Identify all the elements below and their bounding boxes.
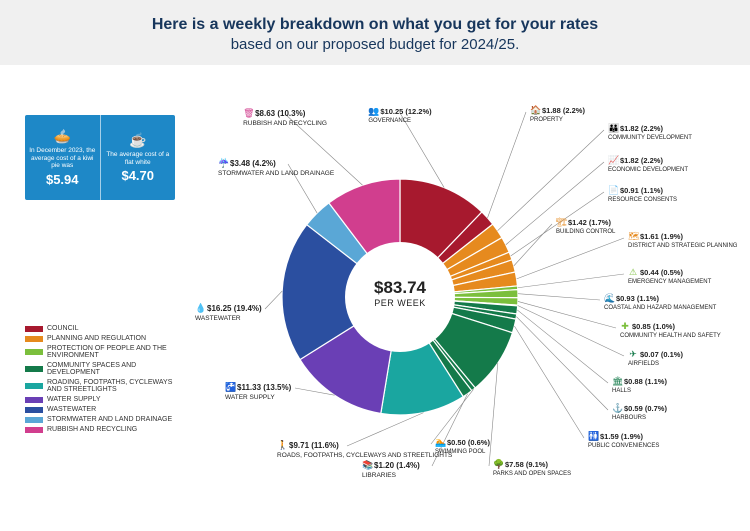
slice-label: ✚$0.85 (1.0%)COMMUNITY HEALTH AND SAFETY <box>620 322 721 340</box>
slice-icon: 🏠 <box>530 106 540 116</box>
slice-label: 📄$0.91 (1.1%)RESOURCE CONSENTS <box>608 186 677 204</box>
legend-item: COUNCIL <box>25 325 177 332</box>
legend-label: COUNCIL <box>47 325 79 332</box>
legend-item: PLANNING AND REGULATION <box>25 335 177 342</box>
pie-desc: In December 2023, the average cost of a … <box>29 147 96 170</box>
legend-label: WATER SUPPLY <box>47 396 101 403</box>
legend-label: STORMWATER AND LAND DRAINAGE <box>47 416 172 423</box>
legend-swatch <box>25 366 43 372</box>
legend-item: RUBBISH AND RECYCLING <box>25 426 177 433</box>
slice-label: 🏠$1.88 (2.2%)PROPERTY <box>530 106 585 124</box>
comparison-coffee: ☕ The average cost of a flat white $4.70 <box>100 115 176 200</box>
slice-label: ⚠$0.44 (0.5%)EMERGENCY MANAGEMENT <box>628 268 711 286</box>
slice-label: 👥$10.25 (12.2%)GOVERNANCE <box>368 107 431 125</box>
slice-label: 👪$1.82 (2.2%)COMMUNITY DEVELOPMENT <box>608 124 692 142</box>
comparison-box: 🥧 In December 2023, the average cost of … <box>25 115 175 200</box>
legend-item: PROTECTION OF PEOPLE AND THE ENVIRONMENT <box>25 345 177 359</box>
legend-label: COMMUNITY SPACES AND DEVELOPMENT <box>47 362 177 376</box>
slice-icon: 💧 <box>195 303 205 313</box>
legend-item: WASTEWATER <box>25 406 177 413</box>
slice-icon: ☔ <box>218 158 228 168</box>
slice-label: ⚓$0.59 (0.7%)HARBOURS <box>612 404 667 422</box>
slice-icon: 🗺 <box>628 232 638 242</box>
slice-icon: ✈ <box>628 350 638 360</box>
slice-icon: 📄 <box>608 186 618 196</box>
center-label: $83.74 PER WEEK <box>347 278 453 308</box>
comparison-pie: 🥧 In December 2023, the average cost of … <box>25 115 100 200</box>
legend-swatch <box>25 417 43 423</box>
slice-icon: 🌳 <box>493 460 503 470</box>
legend-label: RUBBISH AND RECYCLING <box>47 426 137 433</box>
slice-label: 🚶$9.71 (11.6%)ROADS, FOOTPATHS, CYCLEWAY… <box>277 440 452 459</box>
slice-label: 🚻$1.59 (1.9%)PUBLIC CONVENIENCES <box>588 432 659 450</box>
slice-label: 🗺$1.61 (1.9%)DISTRICT AND STRATEGIC PLAN… <box>628 232 737 250</box>
legend-label: PROTECTION OF PEOPLE AND THE ENVIRONMENT <box>47 345 177 359</box>
slice-icon: 🏗 <box>556 218 566 228</box>
slice-icon: ✚ <box>620 322 630 332</box>
slice-icon: 🏊 <box>435 438 445 448</box>
slice-label: 📈$1.82 (2.2%)ECONOMIC DEVELOPMENT <box>608 156 688 174</box>
slice-icon: 👥 <box>368 107 378 117</box>
center-unit: PER WEEK <box>347 298 453 308</box>
legend: COUNCIL PLANNING AND REGULATION PROTECTION… <box>25 325 177 436</box>
center-value: $83.74 <box>347 278 453 298</box>
coffee-value: $4.70 <box>121 168 154 183</box>
legend-swatch <box>25 349 43 355</box>
slice-label: 📚$1.20 (1.4%)LIBRARIES <box>362 460 420 479</box>
slice-icon: 🚶 <box>277 440 287 450</box>
legend-item: COMMUNITY SPACES AND DEVELOPMENT <box>25 362 177 376</box>
legend-swatch <box>25 407 43 413</box>
slice-icon: 🌊 <box>604 294 614 304</box>
slice-label: 🏊$0.50 (0.6%)SWIMMING POOL <box>435 438 490 456</box>
slice-icon: ⚠ <box>628 268 638 278</box>
legend-label: WASTEWATER <box>47 406 96 413</box>
legend-item: STORMWATER AND LAND DRAINAGE <box>25 416 177 423</box>
slice-icon: 🚻 <box>588 432 598 442</box>
slice-label: 🏗$1.42 (1.7%)BUILDING CONTROL <box>556 218 615 236</box>
slice-icon: 🏛 <box>612 377 622 387</box>
slice-label: 🌳$7.58 (9.1%)PARKS AND OPEN SPACES <box>493 460 571 478</box>
legend-swatch <box>25 336 43 342</box>
slice-label: 🌊$0.93 (1.1%)COASTAL AND HAZARD MANAGEME… <box>604 294 716 312</box>
coffee-desc: The average cost of a flat white <box>105 151 172 167</box>
slice-icon: ⚓ <box>612 404 622 414</box>
slice-label: 💧$16.25 (19.4%)WASTEWATER <box>195 303 262 322</box>
slice-icon: 🚰 <box>225 382 235 392</box>
coffee-icon: ☕ <box>129 132 146 149</box>
legend-swatch <box>25 326 43 332</box>
slice-label: ✈$0.07 (0.1%)AIRFIELDS <box>628 350 683 368</box>
slice-icon: 🗑 <box>243 108 253 118</box>
slice-icon: 📚 <box>362 460 372 470</box>
slice-label: 🚰$11.33 (13.5%)WATER SUPPLY <box>225 382 291 401</box>
legend-swatch <box>25 427 43 433</box>
pie-value: $5.94 <box>46 172 79 187</box>
legend-swatch <box>25 397 43 403</box>
slice-icon: 👪 <box>608 124 618 134</box>
legend-item: WATER SUPPLY <box>25 396 177 403</box>
slice-label: ☔$3.48 (4.2%)STORMWATER AND LAND DRAINAG… <box>218 158 334 177</box>
legend-label: ROADING, FOOTPATHS, CYCLEWAYS AND STREET… <box>47 379 177 393</box>
legend-label: PLANNING AND REGULATION <box>47 335 146 342</box>
slice-icon: 📈 <box>608 156 618 166</box>
pie-icon: 🥧 <box>54 128 71 145</box>
legend-item: ROADING, FOOTPATHS, CYCLEWAYS AND STREET… <box>25 379 177 393</box>
slice-label: 🗑$8.63 (10.3%)RUBBISH AND RECYCLING <box>243 108 327 127</box>
slice-label: 🏛$0.88 (1.1%)HALLS <box>612 377 667 395</box>
legend-swatch <box>25 383 43 389</box>
